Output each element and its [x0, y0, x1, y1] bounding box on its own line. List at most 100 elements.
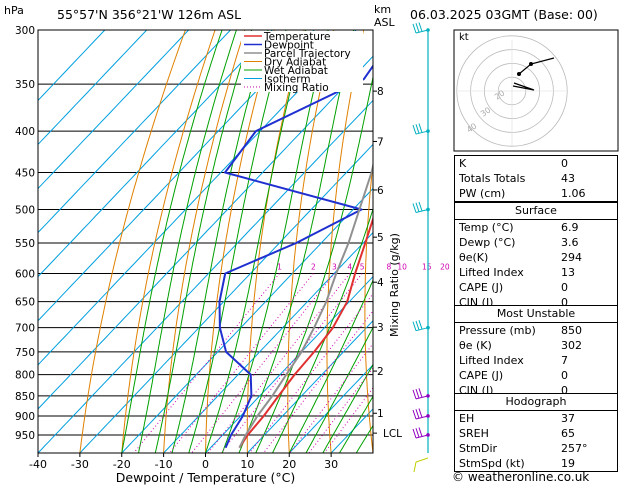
legend-dry-adiabat: Dry Adiabat	[264, 57, 326, 69]
wind-barb-950	[412, 427, 429, 439]
pressure-label-500: 500	[15, 204, 35, 216]
hodograph-table: Hodograph EH 37 SREH 65 StmDir 257° StmSpd …	[454, 393, 618, 472]
wet-adiabat--16	[138, 30, 237, 453]
totals-label: Totals Totals	[459, 172, 526, 185]
x-tick-label--10: -10	[155, 458, 173, 471]
hodograph-point-upper	[529, 62, 533, 66]
surface-theta-label: θe(K)	[459, 251, 489, 264]
x-tick-label--20: -20	[113, 458, 131, 471]
eh-value: 37	[561, 412, 575, 425]
mixing-ratio-label-20: 20	[440, 263, 450, 272]
surface-theta-value: 294	[561, 251, 582, 264]
x-tick-label--40: -40	[29, 458, 47, 471]
dry-adiabat--20	[121, 30, 216, 453]
km-label-3: 3	[377, 322, 384, 334]
x-tick-label-10: 10	[240, 458, 254, 471]
pressure-label-550: 550	[15, 238, 35, 250]
dry-adiabat-20	[287, 30, 335, 453]
isotherm--50	[38, 55, 373, 410]
pressure-label-700: 700	[15, 323, 35, 335]
x-tick-label-0: 0	[202, 458, 209, 471]
mixing-ratio-10	[263, 310, 373, 453]
surface-dewp-label: Dewp (°C)	[459, 236, 516, 249]
pressure-label-400: 400	[15, 126, 35, 138]
isotherm-0	[205, 275, 373, 453]
pressure-label-950: 950	[15, 430, 35, 442]
km-label-4: 4	[377, 277, 384, 289]
background-grid	[38, 30, 373, 453]
location-title: 55°57'N 356°21'W 126m ASL	[57, 7, 241, 22]
surface-temp-value: 6.9	[561, 221, 579, 234]
km-label-LCL: LCL	[383, 428, 402, 440]
series-dewpoint	[218, 64, 373, 449]
totals-value: 43	[561, 172, 575, 185]
mixing-ratio-label-8: 8	[387, 263, 392, 272]
axes: 3003504004505005506006507007508008509009…	[15, 25, 402, 485]
pressure-label-450: 450	[15, 167, 35, 179]
mu-cape-label: CAPE (J)	[459, 369, 504, 382]
isotherm--10	[163, 231, 373, 453]
mixing-ratio-20	[308, 367, 373, 453]
isotherm-20	[288, 364, 373, 453]
legend-mixing-ratio: Mixing Ratio	[264, 82, 329, 94]
mu-title: Most Unstable	[455, 306, 617, 323]
mu-pressure-label: Pressure (mb)	[459, 324, 536, 337]
isotherm--40	[38, 99, 373, 453]
isotherm--80	[38, 30, 273, 278]
mixing-ratio-labels: 12345810152025	[277, 263, 464, 272]
dry-adiabat-40	[364, 158, 373, 453]
mu-cin-value: 0	[561, 384, 568, 397]
indices-table: K 0 Totals Totals 43 PW (cm) 1.06	[454, 155, 618, 202]
pw-value: 1.06	[561, 187, 586, 200]
pressure-label-650: 650	[15, 297, 35, 309]
profile-series	[218, 64, 373, 449]
hodograph-rings	[456, 35, 568, 147]
series-temperature	[238, 215, 373, 449]
isotherm--100	[38, 30, 189, 190]
mixing-ratio-label-10: 10	[397, 263, 407, 272]
wet-adiabat-24	[305, 326, 373, 453]
wet-adiabat--4	[188, 30, 287, 453]
mixing-ratio-8	[249, 293, 373, 453]
surface-li-label: Lifted Index	[459, 266, 524, 279]
wet-adiabat-8	[238, 30, 355, 453]
surface-cape-value: 0	[561, 281, 568, 294]
legend-temperature: Temperature	[263, 31, 331, 43]
wind-barb-column	[412, 22, 430, 473]
km-label-6: 6	[377, 185, 384, 197]
legend-dewpoint: Dewpoint	[264, 40, 314, 52]
isotherm-10	[247, 320, 373, 453]
pressure-label-600: 600	[15, 269, 35, 281]
pressure-label-300: 300	[15, 25, 35, 37]
km-label-2: 2	[377, 366, 384, 378]
hodograph-ring-40	[456, 35, 568, 147]
mu-li-label: Lifted Index	[459, 354, 524, 367]
legend: Temperature Dewpoint Parcel Trajectory D…	[241, 31, 363, 94]
stmdir-label: StmDir	[459, 442, 498, 455]
mixing-ratio-label-2: 2	[311, 263, 316, 272]
surface-dewp-value: 3.6	[561, 236, 579, 249]
isotherm--30	[79, 143, 373, 453]
hodograph-storm-motion	[517, 72, 521, 76]
dry-adiabat--30	[79, 30, 186, 453]
k-index-value: 0	[561, 157, 568, 170]
wet-adiabat-32	[339, 395, 373, 453]
isotherm--90	[38, 30, 231, 234]
km-label: km	[374, 3, 391, 16]
km-label-1: 1	[377, 408, 384, 420]
surface-temp-label: Temp (°C)	[459, 221, 514, 234]
wind-barb-700	[412, 320, 429, 332]
km-label-7: 7	[377, 136, 384, 148]
wet-adiabat-12	[255, 74, 373, 453]
pressure-label-800: 800	[15, 370, 35, 382]
mu-li-value: 7	[561, 354, 568, 367]
surface-table: Surface Temp (°C) 6.9 Dewp (°C) 3.6 θe(K) 2…	[454, 202, 618, 311]
wet-adiabat-28	[322, 363, 373, 453]
series-parcel-trajectory	[238, 162, 373, 449]
hodograph-trace-low	[512, 82, 535, 91]
sreh-value: 65	[561, 427, 575, 440]
wet-adiabat-4	[221, 30, 329, 453]
sreh-label: SREH	[459, 427, 489, 440]
legend-wet-adiabat: Wet Adiabat	[264, 65, 328, 77]
isotherm--20	[121, 187, 373, 453]
